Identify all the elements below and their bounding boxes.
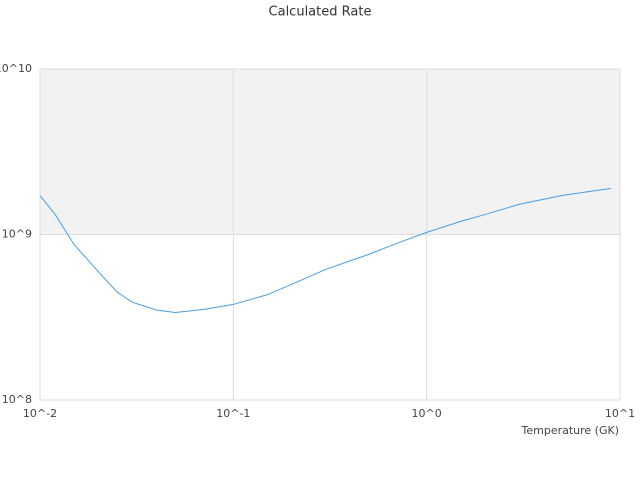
plot-band xyxy=(40,69,620,235)
line-series xyxy=(39,187,612,313)
x-tick-label: 10^1 xyxy=(605,407,635,420)
chart-title: Calculated Rate xyxy=(269,5,372,20)
x-tick-label: 10^-2 xyxy=(23,407,57,420)
x-axis-title: Temperature (GK) xyxy=(521,424,620,437)
x-tick-label: 10^-1 xyxy=(216,407,250,420)
y-tick-label: 10^9 xyxy=(2,228,32,241)
x-tick-label: 10^0 xyxy=(412,407,442,420)
y-tick-label: 10^10 xyxy=(0,62,32,75)
y-tick-label: 10^8 xyxy=(2,393,32,406)
